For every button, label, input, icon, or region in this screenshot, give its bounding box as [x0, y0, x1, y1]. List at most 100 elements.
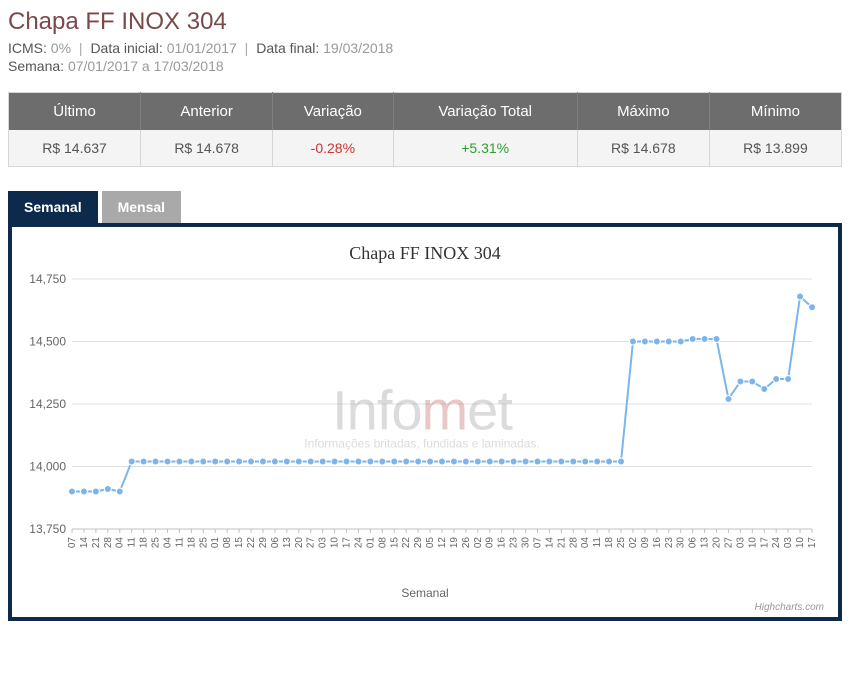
svg-text:03: 03	[783, 537, 794, 549]
svg-text:30: 30	[521, 537, 532, 549]
svg-text:17: 17	[342, 537, 353, 549]
svg-text:14: 14	[544, 537, 555, 549]
svg-text:22: 22	[401, 537, 412, 549]
svg-text:13: 13	[700, 537, 711, 549]
meta-sep: |	[79, 40, 83, 56]
summary-col-header: Máximo	[577, 93, 709, 131]
meta-line-2: Semana: 07/01/2017 a 17/03/2018	[8, 58, 842, 74]
svg-text:21: 21	[556, 537, 567, 549]
summary-cell: -0.28%	[273, 130, 393, 167]
semana-value: 07/01/2017 a 17/03/2018	[68, 58, 224, 74]
svg-text:29: 29	[258, 537, 269, 549]
svg-text:29: 29	[413, 537, 424, 549]
chart-frame: Chapa FF INOX 304 Infomet Informações br…	[8, 223, 842, 621]
summary-cell: R$ 14.678	[141, 130, 273, 167]
summary-cell: R$ 14.678	[577, 130, 709, 167]
chart-svg: 13,75014,00014,25014,50014,7500714212804…	[22, 274, 822, 584]
svg-text:08: 08	[377, 537, 388, 549]
svg-text:07: 07	[67, 537, 78, 549]
svg-text:04: 04	[115, 537, 126, 549]
svg-text:10: 10	[747, 537, 758, 549]
svg-text:25: 25	[198, 537, 209, 549]
svg-text:21: 21	[91, 537, 102, 549]
svg-text:14,500: 14,500	[29, 335, 66, 349]
svg-text:25: 25	[616, 537, 627, 549]
svg-text:04: 04	[580, 537, 591, 549]
svg-text:11: 11	[592, 537, 603, 548]
svg-text:24: 24	[353, 537, 364, 549]
svg-text:10: 10	[330, 537, 341, 549]
tab-mensal[interactable]: Mensal	[102, 191, 181, 223]
svg-text:14,750: 14,750	[29, 274, 66, 286]
svg-text:13,750: 13,750	[29, 522, 66, 536]
summary-col-header: Último	[9, 93, 141, 131]
svg-text:08: 08	[222, 537, 233, 549]
svg-text:28: 28	[568, 537, 579, 549]
svg-text:05: 05	[425, 537, 436, 549]
data-final-value: 19/03/2018	[323, 40, 393, 56]
svg-text:18: 18	[604, 537, 615, 549]
svg-text:18: 18	[139, 537, 150, 549]
svg-text:30: 30	[676, 537, 687, 549]
summary-table: ÚltimoAnteriorVariaçãoVariação TotalMáxi…	[8, 92, 842, 167]
svg-text:16: 16	[497, 537, 508, 549]
svg-text:04: 04	[162, 537, 173, 549]
svg-text:20: 20	[294, 537, 305, 549]
svg-text:09: 09	[485, 537, 496, 549]
data-inicial-value: 01/01/2017	[167, 40, 237, 56]
meta-sep: |	[245, 40, 249, 56]
summary-col-header: Mínimo	[709, 93, 841, 131]
page-title: Chapa FF INOX 304	[8, 8, 842, 36]
chart-credit[interactable]: Highcharts.com	[22, 600, 828, 613]
svg-text:02: 02	[473, 537, 484, 549]
svg-text:18: 18	[186, 537, 197, 549]
svg-text:09: 09	[640, 537, 651, 549]
chart-title: Chapa FF INOX 304	[22, 243, 828, 264]
svg-text:28: 28	[103, 537, 114, 549]
svg-text:23: 23	[664, 537, 675, 549]
tabs: SemanalMensal	[8, 191, 842, 223]
svg-text:07: 07	[532, 537, 543, 549]
svg-text:03: 03	[735, 537, 746, 549]
summary-col-header: Variação	[273, 93, 393, 131]
summary-cell: R$ 14.637	[9, 130, 141, 167]
icms-value: 0%	[51, 40, 71, 56]
summary-col-header: Variação Total	[393, 93, 577, 131]
svg-text:12: 12	[437, 537, 448, 549]
svg-text:03: 03	[318, 537, 329, 549]
svg-text:24: 24	[771, 537, 782, 549]
svg-text:14,250: 14,250	[29, 397, 66, 411]
data-inicial-label: Data inicial:	[90, 40, 162, 56]
svg-text:06: 06	[688, 537, 699, 549]
svg-text:01: 01	[210, 537, 221, 549]
svg-text:10: 10	[795, 537, 806, 549]
summary-cell: +5.31%	[393, 130, 577, 167]
svg-text:27: 27	[306, 537, 317, 549]
svg-text:23: 23	[509, 537, 520, 549]
svg-text:14: 14	[79, 537, 90, 549]
svg-text:25: 25	[151, 537, 162, 549]
svg-text:06: 06	[270, 537, 281, 549]
svg-text:27: 27	[723, 537, 734, 549]
svg-text:17: 17	[759, 537, 770, 549]
svg-text:01: 01	[365, 537, 376, 549]
tab-semanal[interactable]: Semanal	[8, 191, 98, 223]
svg-text:26: 26	[461, 537, 472, 549]
semana-label: Semana:	[8, 58, 64, 74]
icms-label: ICMS:	[8, 40, 47, 56]
svg-text:20: 20	[712, 537, 723, 549]
svg-text:15: 15	[389, 537, 400, 549]
svg-text:22: 22	[246, 537, 257, 549]
svg-text:17: 17	[807, 537, 818, 549]
svg-text:15: 15	[234, 537, 245, 549]
summary-col-header: Anterior	[141, 93, 273, 131]
svg-text:11: 11	[174, 537, 185, 548]
data-final-label: Data final:	[256, 40, 319, 56]
meta-line-1: ICMS: 0% | Data inicial: 01/01/2017 | Da…	[8, 40, 842, 56]
x-axis-title: Semanal	[22, 586, 828, 600]
svg-text:14,000: 14,000	[29, 460, 66, 474]
summary-cell: R$ 13.899	[709, 130, 841, 167]
chart-area[interactable]: Infomet Informações britadas, fundidas e…	[22, 274, 822, 584]
svg-text:13: 13	[282, 537, 293, 549]
svg-text:16: 16	[652, 537, 663, 549]
